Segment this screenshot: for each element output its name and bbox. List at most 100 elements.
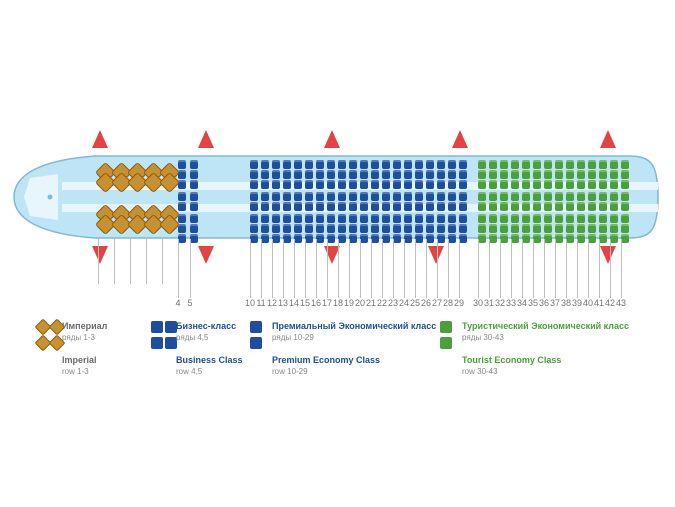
seat bbox=[489, 224, 497, 233]
seat bbox=[360, 224, 368, 233]
legend-title-ru: Туристический Экономический класс bbox=[462, 320, 629, 332]
seat bbox=[437, 192, 445, 201]
seat bbox=[478, 192, 486, 201]
seat bbox=[404, 234, 412, 243]
seat bbox=[272, 192, 280, 201]
seat bbox=[555, 234, 563, 243]
seat bbox=[261, 214, 269, 223]
seat bbox=[316, 202, 324, 211]
seat bbox=[555, 170, 563, 179]
seat bbox=[544, 170, 552, 179]
seat bbox=[426, 180, 434, 189]
seat bbox=[283, 234, 291, 243]
seat bbox=[437, 180, 445, 189]
seat bbox=[261, 160, 269, 169]
seat bbox=[577, 214, 585, 223]
seat bbox=[305, 234, 313, 243]
callout-line bbox=[500, 239, 501, 298]
seat bbox=[415, 160, 423, 169]
legend-item-tourist: Туристический Экономический классряды 30… bbox=[436, 320, 629, 378]
seat bbox=[437, 202, 445, 211]
seat bbox=[448, 224, 456, 233]
callout-line bbox=[404, 239, 405, 298]
seat bbox=[459, 214, 467, 223]
seat bbox=[500, 170, 508, 179]
seat bbox=[349, 214, 357, 223]
callout-line bbox=[522, 239, 523, 298]
legend-title-en: Imperial bbox=[62, 354, 107, 366]
callout-line bbox=[338, 239, 339, 298]
legend-rows-ru: ряды 1-3 bbox=[62, 332, 107, 344]
exit-arrow-down-icon bbox=[428, 246, 444, 264]
seat bbox=[190, 234, 198, 243]
seat bbox=[610, 170, 618, 179]
seat bbox=[393, 180, 401, 189]
seat bbox=[588, 170, 596, 179]
exit-arrow-down-icon bbox=[600, 246, 616, 264]
seat bbox=[393, 234, 401, 243]
callout-line bbox=[305, 239, 306, 298]
seat bbox=[250, 214, 258, 223]
seat bbox=[533, 180, 541, 189]
callout-line bbox=[162, 239, 163, 284]
seat bbox=[178, 192, 186, 201]
seat bbox=[178, 160, 186, 169]
seat bbox=[338, 192, 346, 201]
seat bbox=[305, 160, 313, 169]
seat bbox=[327, 170, 335, 179]
seat bbox=[437, 170, 445, 179]
seat bbox=[371, 234, 379, 243]
exit-arrow-up-icon bbox=[92, 130, 108, 148]
seat bbox=[283, 180, 291, 189]
seat bbox=[588, 234, 596, 243]
seat bbox=[566, 180, 574, 189]
exit-arrow-up-icon bbox=[324, 130, 340, 148]
seat bbox=[393, 160, 401, 169]
seat bbox=[415, 224, 423, 233]
seat bbox=[382, 214, 390, 223]
seat bbox=[261, 180, 269, 189]
seat bbox=[544, 224, 552, 233]
legend-rows-ru: ряды 10-29 bbox=[272, 332, 436, 344]
seat bbox=[478, 202, 486, 211]
exit-arrow-up-icon bbox=[198, 130, 214, 148]
seat bbox=[272, 160, 280, 169]
seat bbox=[588, 192, 596, 201]
seat bbox=[190, 224, 198, 233]
seat bbox=[511, 202, 519, 211]
seat bbox=[599, 202, 607, 211]
seat bbox=[621, 192, 629, 201]
seat bbox=[316, 224, 324, 233]
seat bbox=[448, 170, 456, 179]
legend-title-en: Premium Economy Class bbox=[272, 354, 436, 366]
seat bbox=[178, 234, 186, 243]
seat bbox=[382, 170, 390, 179]
legend-text: Бизнес-классряды 4,5Business Classrow 4,… bbox=[170, 320, 243, 378]
seat bbox=[588, 180, 596, 189]
seat bbox=[190, 160, 198, 169]
seat bbox=[294, 224, 302, 233]
seat bbox=[489, 234, 497, 243]
seat bbox=[544, 192, 552, 201]
legend-rows-ru: ряды 30-43 bbox=[462, 332, 629, 344]
seat bbox=[533, 214, 541, 223]
seat bbox=[459, 234, 467, 243]
seat bbox=[621, 160, 629, 169]
seat bbox=[610, 180, 618, 189]
seat bbox=[437, 160, 445, 169]
seat bbox=[261, 202, 269, 211]
seat bbox=[437, 214, 445, 223]
seat bbox=[426, 202, 434, 211]
seat bbox=[415, 180, 423, 189]
seat bbox=[382, 180, 390, 189]
seat bbox=[349, 202, 357, 211]
exit-arrow-up-icon bbox=[452, 130, 468, 148]
callout-line bbox=[190, 239, 191, 298]
legend-text: Туристический Экономический классряды 30… bbox=[456, 320, 629, 378]
seat bbox=[533, 160, 541, 169]
seat bbox=[478, 180, 486, 189]
seat bbox=[544, 214, 552, 223]
seat bbox=[448, 180, 456, 189]
seat bbox=[360, 202, 368, 211]
seat bbox=[500, 192, 508, 201]
